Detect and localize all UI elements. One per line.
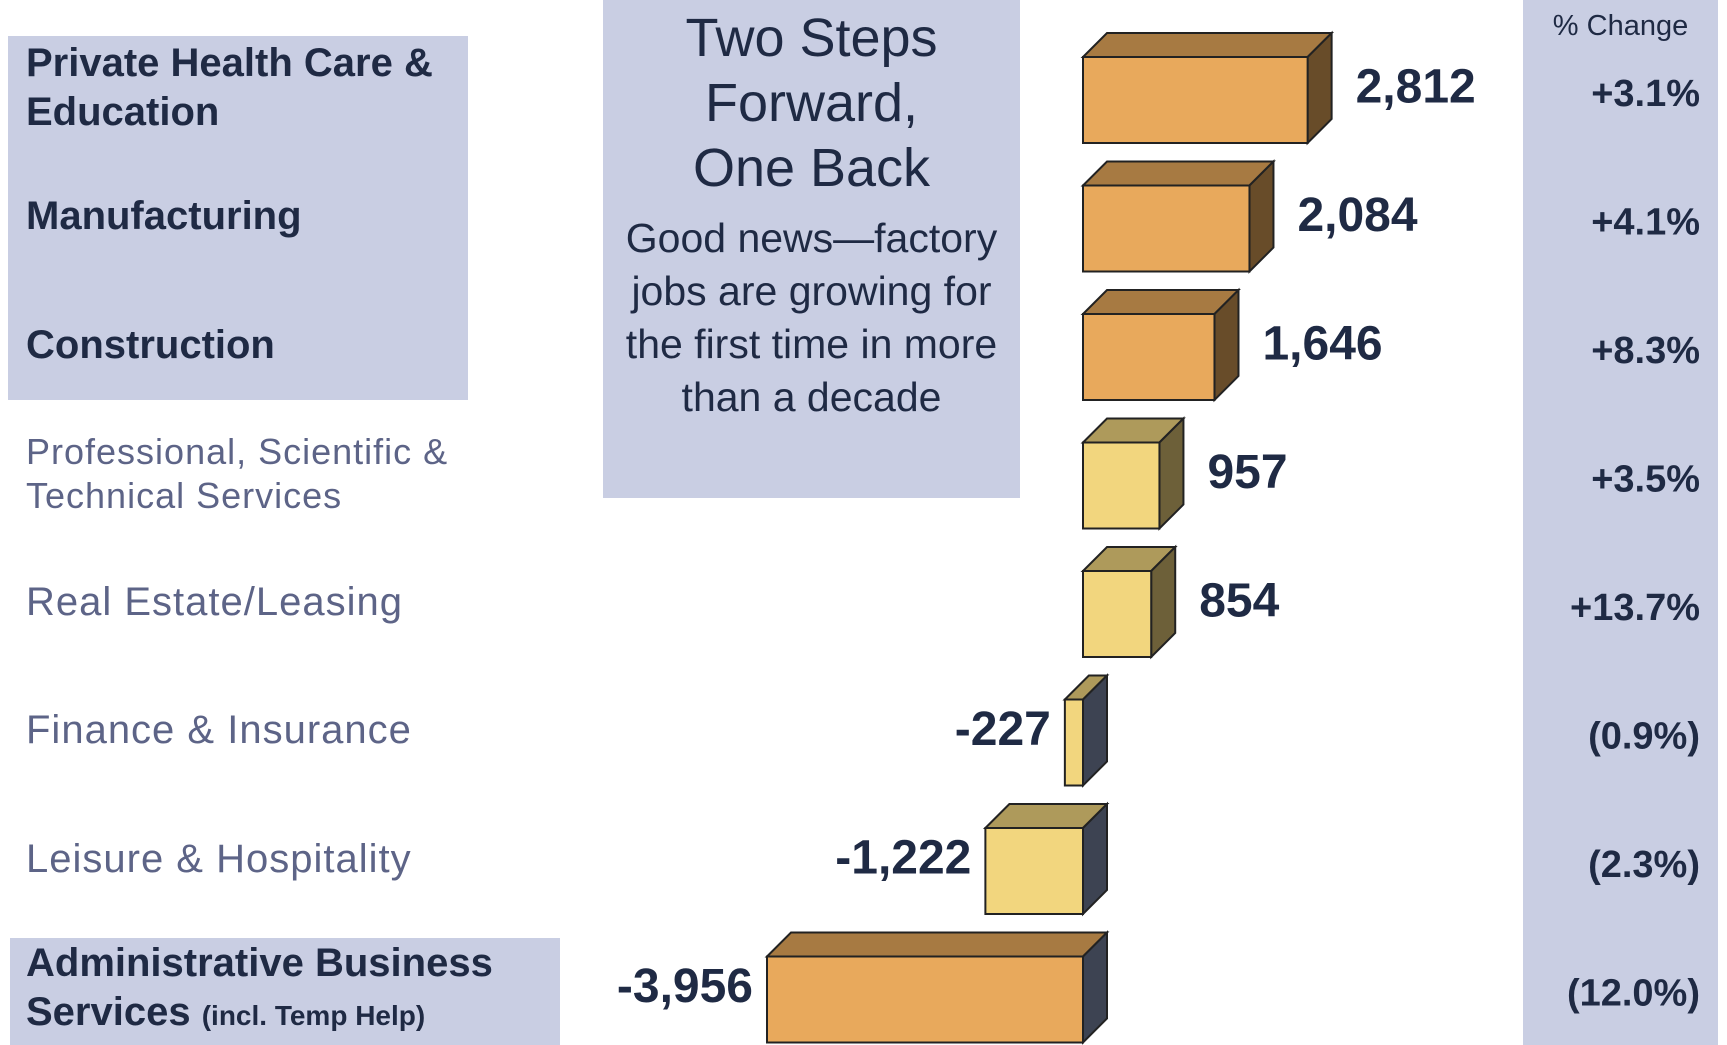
bar-top [764,931,1110,958]
category-label: Manufacturing [26,194,302,239]
bar [982,801,1110,917]
value-label: 1,646 [1262,318,1382,371]
pct-change-label: +13.7% [1570,587,1700,629]
bar-front [766,955,1084,1044]
pct-change-label: +3.5% [1591,459,1700,501]
pct-change-label: (0.9%) [1588,716,1700,758]
title-box [603,0,1020,498]
category-label: Private Health Care & Education [26,41,433,134]
pct-change-label: +3.1% [1591,73,1700,115]
bar-front [1082,184,1251,273]
category-label-block: Administrative Business Services (incl. … [26,939,556,1037]
bar-front [1082,570,1153,658]
bar [1080,287,1241,403]
bar-front [1082,313,1216,401]
category-label: Construction [26,322,275,367]
category-label-block: Construction [26,321,275,370]
value-label: 957 [1207,446,1287,499]
bar-front [1082,441,1161,530]
category-label-block: Finance & Insurance [26,706,412,755]
bar-top [1080,160,1276,187]
pct-change-label: +4.1% [1591,202,1700,244]
bar [1080,544,1178,660]
category-label-wrap: Private Health Care & Education [26,33,466,143]
bar-top [1080,289,1241,315]
bar [1062,673,1110,788]
value-label: 2,812 [1356,61,1476,114]
highlight-box [8,36,468,400]
category-label: Professional, Scientific & Technical Ser… [26,430,449,516]
category-label-block: Real Estate/Leasing [26,578,403,627]
category-label: Administrative Business Services [26,940,493,1034]
pct-change-label: (12.0%) [1567,973,1700,1015]
value-label: -227 [955,703,1051,756]
category-label-wrap: Real Estate/Leasing [26,547,586,657]
pct-column-box [1523,0,1718,1045]
value-label: -3,956 [617,960,753,1013]
pct-change-label: (2.3%) [1588,844,1700,886]
pct-header: % Change [1552,10,1689,42]
category-label-block: Leisure & Hospitality [26,835,412,884]
value-label: 854 [1199,575,1279,628]
category-label-block: Professional, Scientific & Technical Ser… [26,430,506,518]
chart-title: Two Steps Forward, One Back [685,8,938,198]
bar-top [1080,32,1335,58]
category-label-block: Manufacturing [26,192,302,241]
category-note: (incl. Temp Help) [201,999,426,1031]
category-label: Finance & Insurance [26,708,412,753]
category-label-wrap: Manufacturing [26,162,586,272]
bar [764,930,1110,1045]
category-label-wrap: Administrative Business Services (incl. … [26,933,556,1043]
chart-title-wrap: Two Steps Forward, One Back [603,6,1020,200]
annotation-wrap: Good news—factory jobs are growing for t… [603,212,1020,424]
bar [1080,416,1186,531]
annotation: Good news—factory jobs are growing for t… [625,215,998,420]
bar [1080,159,1276,274]
highlight-box [10,938,560,1045]
bar [1080,30,1335,146]
value-label: -1,222 [835,832,971,885]
category-label: Leisure & Hospitality [26,836,412,881]
bar-front [1082,56,1309,144]
pct-change-label: +8.3% [1591,330,1700,372]
bar-front [1063,698,1085,787]
category-label-block: Private Health Care & Education [26,39,466,137]
category-label-wrap: Finance & Insurance [26,676,586,786]
category-label: Real Estate/Leasing [26,579,404,624]
category-label-wrap: Professional, Scientific & Technical Ser… [26,419,506,529]
bar-front [984,827,1084,915]
category-label-wrap: Leisure & Hospitality [26,804,586,914]
category-label-wrap: Construction [26,290,586,400]
value-label: 2,084 [1297,189,1417,242]
